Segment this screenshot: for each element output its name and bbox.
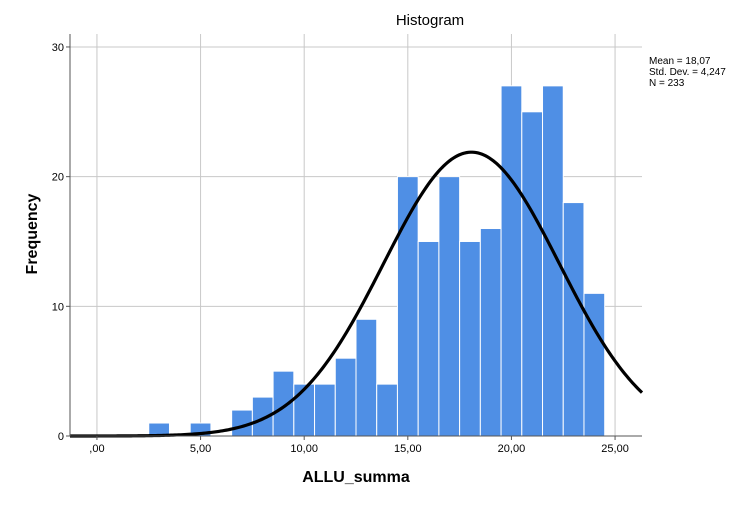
histogram-bar xyxy=(438,176,461,437)
x-axis-label: ALLU_summa xyxy=(302,469,410,486)
stats-legend: Mean = 18,07 Std. Dev. = 4,247 N = 233 xyxy=(649,56,726,89)
chart-title: Histogram xyxy=(396,12,464,29)
histogram-bars xyxy=(148,85,606,437)
y-tick-label: 10 xyxy=(52,301,64,313)
histogram-bar xyxy=(417,240,440,437)
histogram-bar xyxy=(376,383,398,437)
histogram-bar xyxy=(542,85,564,437)
normal-curve xyxy=(70,150,644,438)
histogram-bar xyxy=(479,228,502,437)
stats-n: N = 233 xyxy=(649,78,685,89)
stats-std-dev: Std. Dev. = 4,247 xyxy=(649,67,726,78)
y-axis-ticks: 0 10 20 30 xyxy=(52,42,70,443)
histogram-bar xyxy=(500,85,523,437)
x-tick-label: 5,00 xyxy=(190,443,211,455)
x-tick-label: 10,00 xyxy=(290,443,318,455)
histogram-bar xyxy=(293,383,316,437)
x-tick-label: ,00 xyxy=(89,443,104,455)
histogram-bar xyxy=(355,318,378,437)
axes xyxy=(69,34,642,437)
histogram-bar xyxy=(562,202,585,437)
y-tick-label: 30 xyxy=(52,42,64,54)
stats-mean: Mean = 18,07 xyxy=(649,56,711,67)
x-axis-ticks: ,00 5,00 10,00 15,00 20,00 25,00 xyxy=(89,436,629,455)
x-tick-label: 20,00 xyxy=(498,443,526,455)
histogram-bar xyxy=(272,370,295,437)
histogram-bar xyxy=(314,383,336,437)
histogram-bar xyxy=(459,240,481,437)
histogram-bar xyxy=(521,111,544,437)
histogram-bar xyxy=(334,357,357,437)
x-tick-label: 25,00 xyxy=(601,443,629,455)
x-tick-label: 15,00 xyxy=(394,443,422,455)
y-axis-label: Frequency xyxy=(24,193,41,274)
y-tick-label: 0 xyxy=(58,431,64,443)
y-tick-label: 20 xyxy=(52,172,64,184)
